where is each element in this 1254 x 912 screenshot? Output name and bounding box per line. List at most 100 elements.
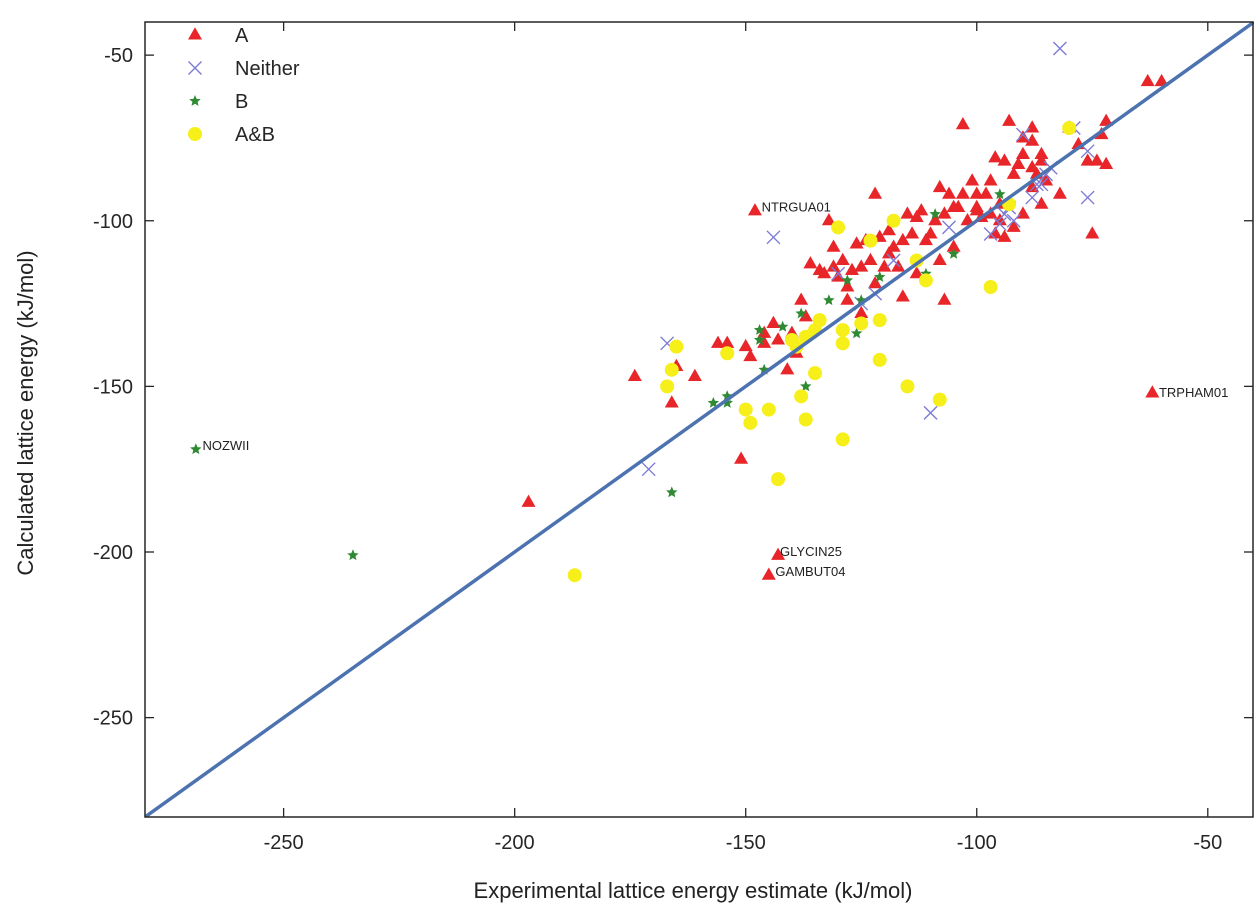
data-point (863, 233, 878, 248)
data-point (1085, 226, 1100, 239)
data-point (881, 246, 896, 259)
legend-label: A&B (235, 124, 275, 146)
data-point (734, 451, 749, 464)
data-point (1080, 144, 1095, 159)
data-point (942, 186, 957, 199)
data-point (942, 220, 957, 235)
series-b (190, 188, 1006, 561)
data-point (771, 332, 786, 345)
y-axis-label: Calculated lattice energy (kJ/mol) (13, 250, 38, 575)
legend-marker (188, 127, 202, 141)
data-point (835, 432, 850, 447)
data-point (831, 220, 846, 235)
legend-marker (188, 61, 202, 75)
data-point (753, 334, 766, 345)
data-point (771, 472, 786, 487)
data-point (1089, 153, 1104, 166)
reference-line (145, 22, 1254, 817)
data-point (1140, 73, 1155, 87)
data-point (808, 366, 823, 381)
data-point (687, 368, 702, 381)
data-point (826, 259, 841, 272)
data-point (932, 392, 947, 407)
data-point (909, 266, 924, 279)
data-point (1025, 190, 1040, 205)
data-point (886, 253, 901, 268)
data-point (895, 232, 910, 246)
data-point (983, 173, 998, 186)
data-point (932, 179, 947, 193)
series-a-b (567, 121, 1077, 583)
data-point (1011, 156, 1026, 169)
y-tick-label: -250 (93, 708, 133, 730)
data-point (918, 232, 933, 246)
series-a (521, 73, 1169, 580)
data-point (1052, 186, 1067, 199)
data-point (1145, 385, 1160, 398)
point-annotation: NTRGUA01 (762, 200, 831, 215)
y-tick-label: -50 (104, 45, 133, 67)
data-point (994, 188, 1006, 200)
data-point (831, 266, 846, 281)
data-point (965, 173, 980, 186)
data-point (780, 362, 795, 375)
data-point (710, 335, 725, 348)
data-point (997, 153, 1012, 166)
x-tick-label: -200 (495, 832, 535, 854)
data-point (627, 368, 642, 381)
data-point (812, 313, 827, 328)
data-point (666, 486, 678, 498)
legend-label: B (235, 91, 248, 113)
data-point (812, 262, 827, 275)
data-point (831, 269, 846, 282)
data-point (766, 315, 781, 328)
data-point (937, 292, 952, 305)
data-point (932, 252, 947, 266)
data-point (868, 275, 883, 289)
data-point (909, 209, 924, 222)
data-point (753, 324, 766, 335)
data-point (826, 239, 841, 252)
data-point (1015, 130, 1030, 143)
legend-label: A (235, 25, 249, 47)
data-point (1025, 133, 1040, 146)
y-tick-label: -200 (93, 542, 133, 564)
data-point (872, 352, 887, 367)
data-point (947, 247, 960, 259)
data-point (1015, 127, 1030, 142)
data-point (1080, 190, 1095, 205)
data-point (854, 259, 869, 272)
data-point (821, 213, 836, 226)
data-point (1080, 153, 1095, 166)
y-tick-label: -150 (93, 376, 133, 398)
point-annotation: GAMBUT04 (775, 564, 845, 579)
legend-label: Neither (235, 58, 300, 80)
data-point (795, 307, 807, 319)
data-point (983, 227, 998, 241)
data-point (872, 313, 887, 328)
data-point (641, 462, 656, 477)
data-point (900, 206, 915, 219)
data-point (988, 150, 1003, 163)
x-tick-label: -150 (726, 832, 766, 854)
data-point (946, 199, 961, 213)
data-point (761, 402, 776, 417)
legend-marker (189, 95, 201, 106)
point-annotation: GLYCIN25 (780, 544, 842, 559)
data-point (1099, 156, 1114, 169)
data-point (937, 206, 952, 219)
data-point (854, 316, 869, 331)
data-point (190, 443, 202, 455)
data-point (835, 252, 850, 266)
data-point (928, 213, 943, 226)
data-point (969, 199, 984, 213)
data-point (978, 186, 993, 199)
data-point (886, 213, 901, 228)
data-point (909, 253, 924, 268)
data-point (766, 230, 781, 245)
data-point (720, 346, 735, 361)
data-point (721, 396, 733, 408)
data-point (850, 327, 863, 339)
